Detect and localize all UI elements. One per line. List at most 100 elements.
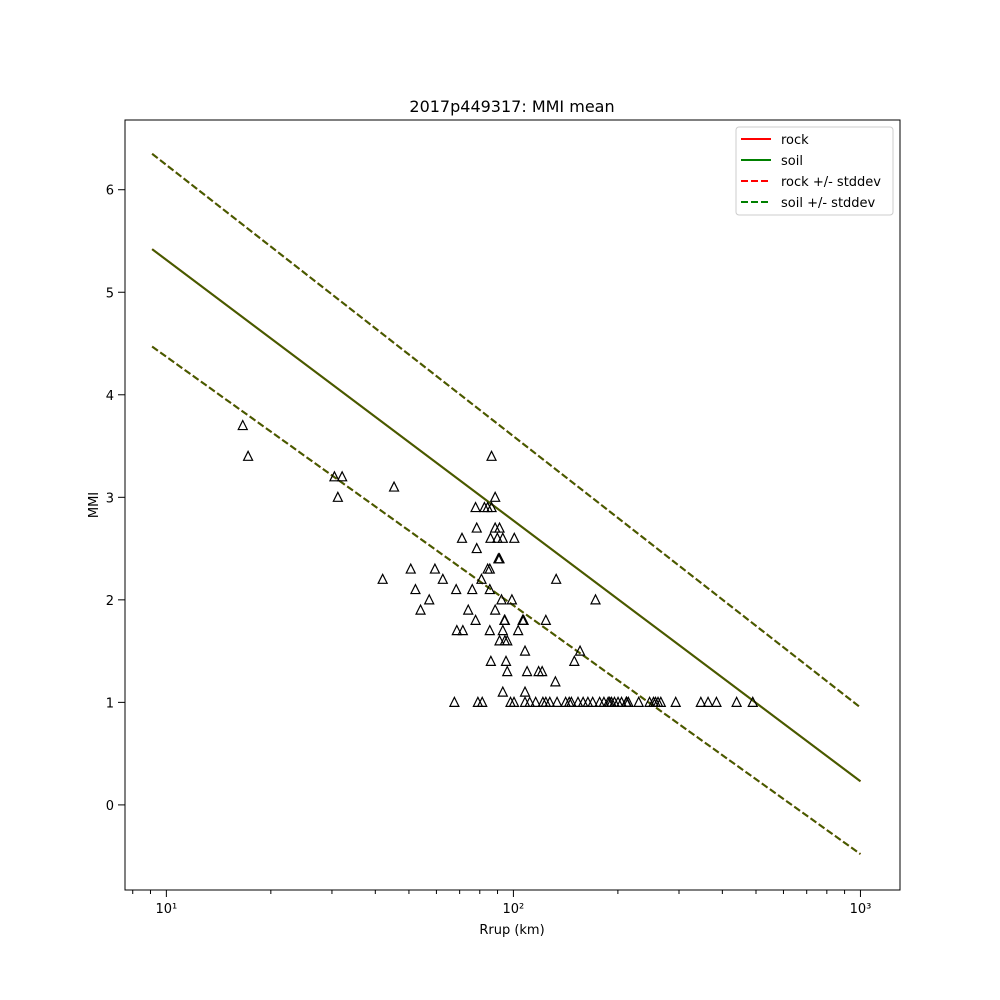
observation-point xyxy=(710,696,722,707)
observation-point xyxy=(731,696,743,707)
observation-point xyxy=(237,419,249,431)
legend-label: rock +/- stddev xyxy=(781,175,881,190)
observation-point xyxy=(448,696,460,707)
y-tick-label: 6 xyxy=(106,184,114,199)
observation-point xyxy=(521,665,533,677)
observation-point xyxy=(457,624,469,636)
observation-point xyxy=(470,501,482,513)
y-tick-label: 5 xyxy=(106,286,114,301)
observation-point xyxy=(471,521,483,533)
observation-point xyxy=(544,696,556,707)
legend-label: soil +/- stddev xyxy=(781,196,876,211)
observation-point xyxy=(501,634,513,646)
observation-point xyxy=(550,572,562,584)
observation-point xyxy=(485,655,497,666)
observation-point xyxy=(405,562,417,574)
x-axis-label: Rrup (km) xyxy=(479,923,544,938)
observation-point xyxy=(484,624,496,636)
y-axis: 0 1 2 3 4 5 6 xyxy=(106,184,125,814)
observation-point xyxy=(568,655,580,666)
observation-point xyxy=(622,696,634,707)
observation-point xyxy=(695,696,707,707)
observation-point xyxy=(450,583,462,595)
observation-point xyxy=(437,572,449,584)
observation-point xyxy=(508,531,520,543)
observation-point xyxy=(471,542,483,554)
observation-point xyxy=(565,696,577,707)
observation-point xyxy=(489,490,501,502)
y-tick-label: 0 xyxy=(106,799,114,814)
observation-point xyxy=(496,593,507,605)
observation-point xyxy=(501,665,513,677)
observation-point xyxy=(415,603,427,615)
observation-point xyxy=(456,531,468,543)
observation-point xyxy=(336,470,348,482)
observation-point xyxy=(388,480,400,492)
observation-point xyxy=(551,696,563,707)
observation-point xyxy=(242,449,254,461)
observation-point xyxy=(466,583,478,595)
observation-point xyxy=(574,644,586,656)
observation-point xyxy=(486,449,498,461)
y-tick-label: 2 xyxy=(106,594,114,609)
observation-point xyxy=(512,624,524,636)
observation-point xyxy=(497,531,509,543)
observation-point xyxy=(499,614,511,625)
observation-point xyxy=(332,490,344,502)
x-axis: 10¹ 10² 10³ xyxy=(132,890,872,917)
observation-point xyxy=(328,470,340,482)
observation-point xyxy=(497,624,509,636)
observation-point xyxy=(702,696,714,707)
observation-point xyxy=(451,624,463,636)
plot-frame xyxy=(124,119,901,891)
observation-point xyxy=(508,696,520,707)
observation-point xyxy=(497,685,509,697)
observation-point xyxy=(655,696,667,707)
observation-point xyxy=(486,501,498,513)
observation-point xyxy=(500,655,512,666)
observation-point xyxy=(494,552,505,564)
observation-point xyxy=(670,696,682,707)
y-tick-label: 1 xyxy=(106,696,114,711)
observation-point xyxy=(587,696,599,707)
observation-point xyxy=(540,614,552,625)
x-tick-label: 10³ xyxy=(850,902,872,917)
observation-points xyxy=(237,419,759,707)
observation-point xyxy=(429,562,441,574)
observation-point xyxy=(494,634,505,646)
x-tick-label: 10² xyxy=(503,902,525,917)
observation-point xyxy=(530,696,542,707)
observation-point xyxy=(494,521,505,533)
observation-point xyxy=(377,572,389,584)
observation-point xyxy=(519,644,531,656)
observation-point xyxy=(484,562,496,574)
x-tick-label: 10¹ xyxy=(155,902,177,917)
observation-point xyxy=(470,614,482,625)
y-tick-label: 4 xyxy=(106,389,114,404)
observation-point xyxy=(524,696,536,707)
model-lines xyxy=(151,153,862,855)
observation-point xyxy=(476,696,488,707)
observation-point xyxy=(409,583,421,595)
legend: rock soil rock +/- stddev soil +/- stddev xyxy=(735,126,894,216)
y-axis-label: MMI xyxy=(87,492,102,518)
observation-point xyxy=(462,603,474,615)
legend-box xyxy=(735,126,894,216)
observation-point xyxy=(590,593,601,605)
observation-point xyxy=(633,696,645,707)
observation-point xyxy=(549,675,561,687)
observation-point xyxy=(489,603,501,615)
legend-label: soil xyxy=(781,154,803,169)
observation-point xyxy=(506,593,518,605)
soil-stddev-lower-line xyxy=(151,345,862,855)
legend-label: rock xyxy=(781,133,809,148)
observation-point xyxy=(747,696,759,707)
y-tick-label: 3 xyxy=(106,491,114,506)
observation-point xyxy=(491,531,503,543)
observation-point xyxy=(518,614,530,625)
chart-title: 2017p449317: MMI mean xyxy=(409,97,614,116)
observation-point xyxy=(484,583,496,595)
observation-point xyxy=(536,665,548,677)
observation-point xyxy=(423,593,435,605)
